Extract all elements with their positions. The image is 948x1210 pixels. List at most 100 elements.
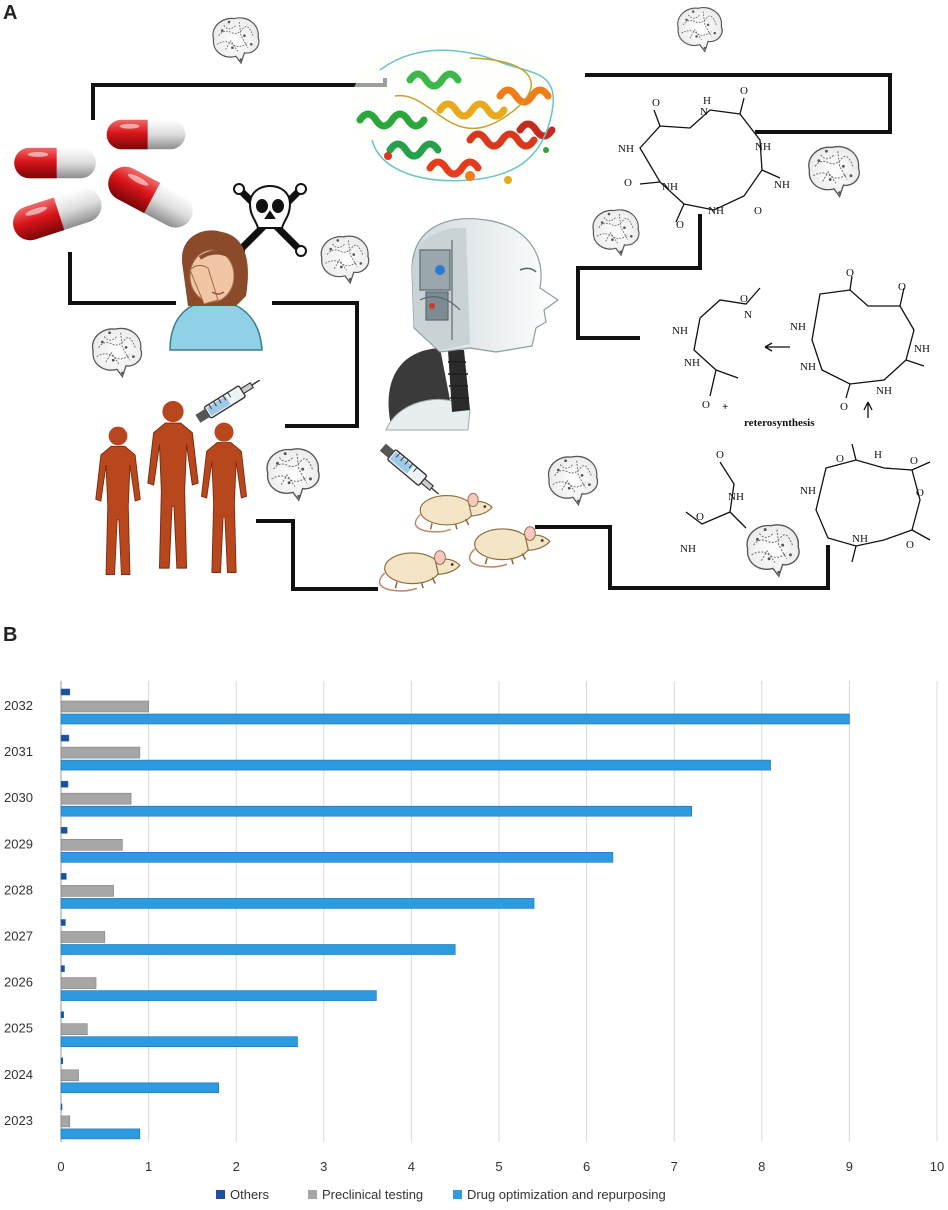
y-tick-label: 2023 [4, 1113, 33, 1128]
atom-label: N [744, 309, 752, 321]
bar-drug-optimization-and-repurposing-2030 [60, 805, 693, 817]
atom-label: O [916, 487, 924, 499]
atom-label: O [910, 455, 918, 467]
bar-others-2031 [60, 734, 70, 742]
brain-circuit-icon [592, 209, 640, 256]
flow-line [576, 214, 702, 340]
atom-label: NH [755, 141, 771, 153]
bar-drug-optimization-and-repurposing-2024 [60, 1082, 219, 1094]
chart-legend: Others Preclinical testing Drug optimizati… [216, 1187, 666, 1202]
atom-label: NH [684, 357, 700, 369]
bar-others-2024 [60, 1057, 64, 1065]
retrosynthesis-label: reterosynthesis [744, 417, 815, 429]
skull-crossbones-icon [233, 183, 307, 257]
atom-label: O [754, 205, 762, 217]
legend-swatch [216, 1190, 225, 1199]
brain-circuit-icon [212, 17, 260, 64]
flow-line [535, 525, 830, 590]
bar-preclinical-testing-2025 [60, 1023, 88, 1036]
sick-woman-icon [169, 230, 263, 351]
legend-swatch [453, 1190, 462, 1199]
y-tick-label: 2025 [4, 1021, 33, 1036]
bar-preclinical-testing-2029 [60, 838, 123, 851]
syringe-icon [377, 441, 444, 500]
bar-others-2025 [60, 1011, 64, 1019]
y-tick-label: 2024 [4, 1067, 33, 1082]
y-tick-label: 2026 [4, 975, 33, 990]
atom-label: O [840, 401, 848, 413]
flow-line [256, 519, 378, 591]
chart-gridlines [60, 681, 938, 1142]
brain-circuit-icon [746, 524, 800, 577]
bar-drug-optimization-and-repurposing-2023 [60, 1128, 141, 1140]
y-tick-label: 2027 [4, 929, 33, 944]
chart-x-tick-labels: 0 1 2 3 4 5 6 7 8 9 10 [57, 1159, 944, 1174]
atom-label: H [703, 95, 711, 107]
bar-drug-optimization-and-repurposing-2028 [60, 898, 535, 909]
atom-label: NH [876, 385, 892, 397]
atom-label: O [652, 97, 660, 109]
pill-capsule-icon [8, 119, 199, 245]
human-figure-icon [95, 400, 247, 576]
x-tick-label: 0 [57, 1159, 64, 1174]
atom-label: NH [774, 179, 790, 191]
atom-label: NH [728, 491, 744, 503]
bar-preclinical-testing-2028 [60, 885, 114, 897]
panel-a-label: A [3, 2, 18, 24]
bar-drug-optimization-and-repurposing-2029 [60, 851, 614, 863]
x-tick-label: 7 [671, 1159, 678, 1174]
atom-label: H [874, 449, 882, 461]
bar-others-2026 [60, 965, 65, 972]
atom-label: O [716, 449, 724, 461]
bar-preclinical-testing-2031 [60, 746, 141, 759]
plus-sign: + [722, 401, 728, 413]
atom-label: NH [672, 325, 688, 337]
atom-label: NH [708, 205, 724, 217]
bar-preclinical-testing-2032 [60, 700, 149, 713]
x-tick-label: 1 [145, 1159, 152, 1174]
atom-label: NH [914, 343, 930, 355]
bar-others-2029 [60, 826, 68, 834]
bar-preclinical-testing-2026 [60, 977, 97, 989]
bar-chart: 2032203120302029202820272026202520242023… [4, 681, 944, 1202]
molecule-atom-labels: O H N O NH NH O NH NH O NH O NH O N NH O… [618, 85, 930, 555]
bar-others-2030 [60, 780, 69, 788]
lab-rat-icon [378, 492, 551, 592]
bar-preclinical-testing-2023 [60, 1115, 71, 1128]
legend-label: Drug optimization and repurposing [467, 1187, 666, 1202]
bar-others-2032 [60, 688, 71, 696]
atom-label: N [700, 106, 708, 118]
y-tick-label: 2032 [4, 698, 33, 713]
atom-label: O [740, 293, 748, 305]
y-tick-label: 2028 [4, 882, 33, 897]
bar-preclinical-testing-2027 [60, 931, 106, 943]
atom-label: NH [800, 485, 816, 497]
robot-head-icon [385, 217, 560, 431]
legend-label: Others [230, 1187, 270, 1202]
flow-line [272, 301, 359, 428]
atom-label: O [676, 219, 684, 231]
atom-label: O [696, 511, 704, 523]
x-tick-label: 5 [495, 1159, 502, 1174]
panel-b-label: B [3, 624, 18, 646]
x-tick-label: 9 [846, 1159, 853, 1174]
bar-others-2027 [60, 919, 66, 926]
brain-circuit-icon [91, 327, 143, 378]
x-tick-label: 10 [930, 1159, 944, 1174]
syringe-icon [193, 373, 264, 426]
bar-preclinical-testing-2024 [60, 1069, 79, 1082]
bar-drug-optimization-and-repurposing-2027 [60, 944, 456, 955]
atom-label: NH [680, 543, 696, 555]
bar-drug-optimization-and-repurposing-2031 [60, 759, 771, 771]
x-tick-label: 6 [583, 1159, 590, 1174]
atom-label: O [740, 85, 748, 97]
atom-label: O [898, 281, 906, 293]
atom-label: O [846, 267, 854, 279]
atom-label: O [624, 177, 632, 189]
legend-swatch [308, 1190, 317, 1199]
x-tick-label: 4 [408, 1159, 415, 1174]
atom-label: NH [618, 143, 634, 155]
bar-drug-optimization-and-repurposing-2032 [60, 713, 850, 725]
brain-circuit-icon [808, 145, 860, 198]
atom-label: NH [800, 361, 816, 373]
